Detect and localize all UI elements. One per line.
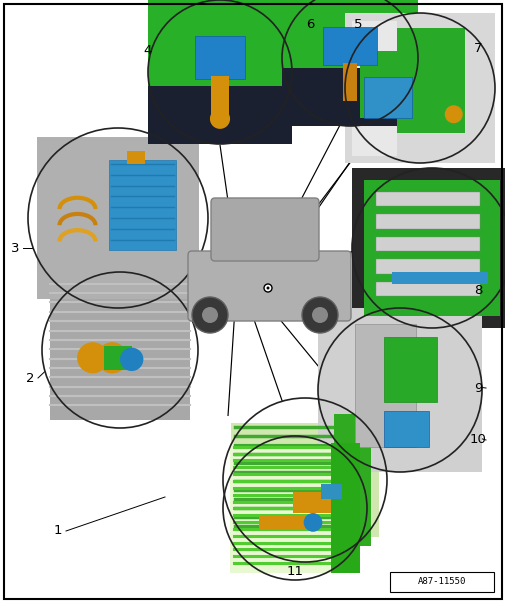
Text: 10: 10 [469,434,485,446]
Circle shape [223,398,386,562]
Bar [109,160,176,250]
Bar [363,180,499,316]
Circle shape [264,284,272,292]
Circle shape [42,272,197,428]
Circle shape [28,128,208,308]
Text: 8: 8 [473,283,481,297]
Bar [375,192,479,206]
Text: 5: 5 [353,17,362,31]
Bar [391,272,487,284]
Bar [342,63,356,101]
Bar [383,411,428,447]
Bar [351,168,505,328]
Text: 1: 1 [54,525,62,537]
Bar [330,443,359,573]
Text: 11: 11 [286,566,303,578]
Text: 4: 4 [143,43,152,57]
Bar [194,36,245,79]
Circle shape [301,297,337,333]
Circle shape [201,307,218,323]
Bar [321,484,341,499]
Circle shape [344,13,494,163]
FancyBboxPatch shape [211,198,318,261]
Bar [344,13,494,163]
Circle shape [210,109,230,129]
Bar [383,336,436,402]
Text: 3: 3 [11,241,19,254]
Bar [397,28,464,133]
Circle shape [351,168,505,328]
Circle shape [120,348,143,371]
Bar [211,75,228,119]
Bar [375,259,479,274]
Bar [333,414,370,546]
Bar [37,137,198,299]
Circle shape [96,342,128,373]
Bar [354,324,416,447]
Bar [49,280,190,420]
Bar [104,346,131,370]
Bar [292,492,333,513]
Bar [363,77,412,118]
Bar [147,86,291,144]
Bar [352,21,397,156]
Bar [127,151,145,164]
Circle shape [77,342,108,373]
Bar [281,0,417,126]
Bar [259,515,316,529]
Bar [375,237,479,251]
Circle shape [303,513,322,532]
Bar [375,215,479,229]
Bar [359,51,400,118]
Text: 9: 9 [473,382,481,394]
Bar [389,572,493,592]
Text: 2: 2 [26,371,34,385]
Circle shape [312,307,327,323]
Bar [231,423,378,537]
Text: 7: 7 [473,42,481,54]
Text: 6: 6 [305,17,314,31]
Circle shape [223,436,366,580]
Bar [230,443,359,573]
Bar [147,0,291,144]
Circle shape [191,297,228,333]
Bar [322,27,376,65]
Circle shape [444,106,462,123]
Circle shape [317,308,481,472]
Bar [281,68,417,126]
Bar [375,282,479,296]
Bar [317,308,481,472]
Circle shape [266,286,269,289]
Circle shape [281,0,417,126]
Text: A87-11550: A87-11550 [417,578,465,587]
Circle shape [147,0,291,144]
FancyBboxPatch shape [188,251,350,321]
